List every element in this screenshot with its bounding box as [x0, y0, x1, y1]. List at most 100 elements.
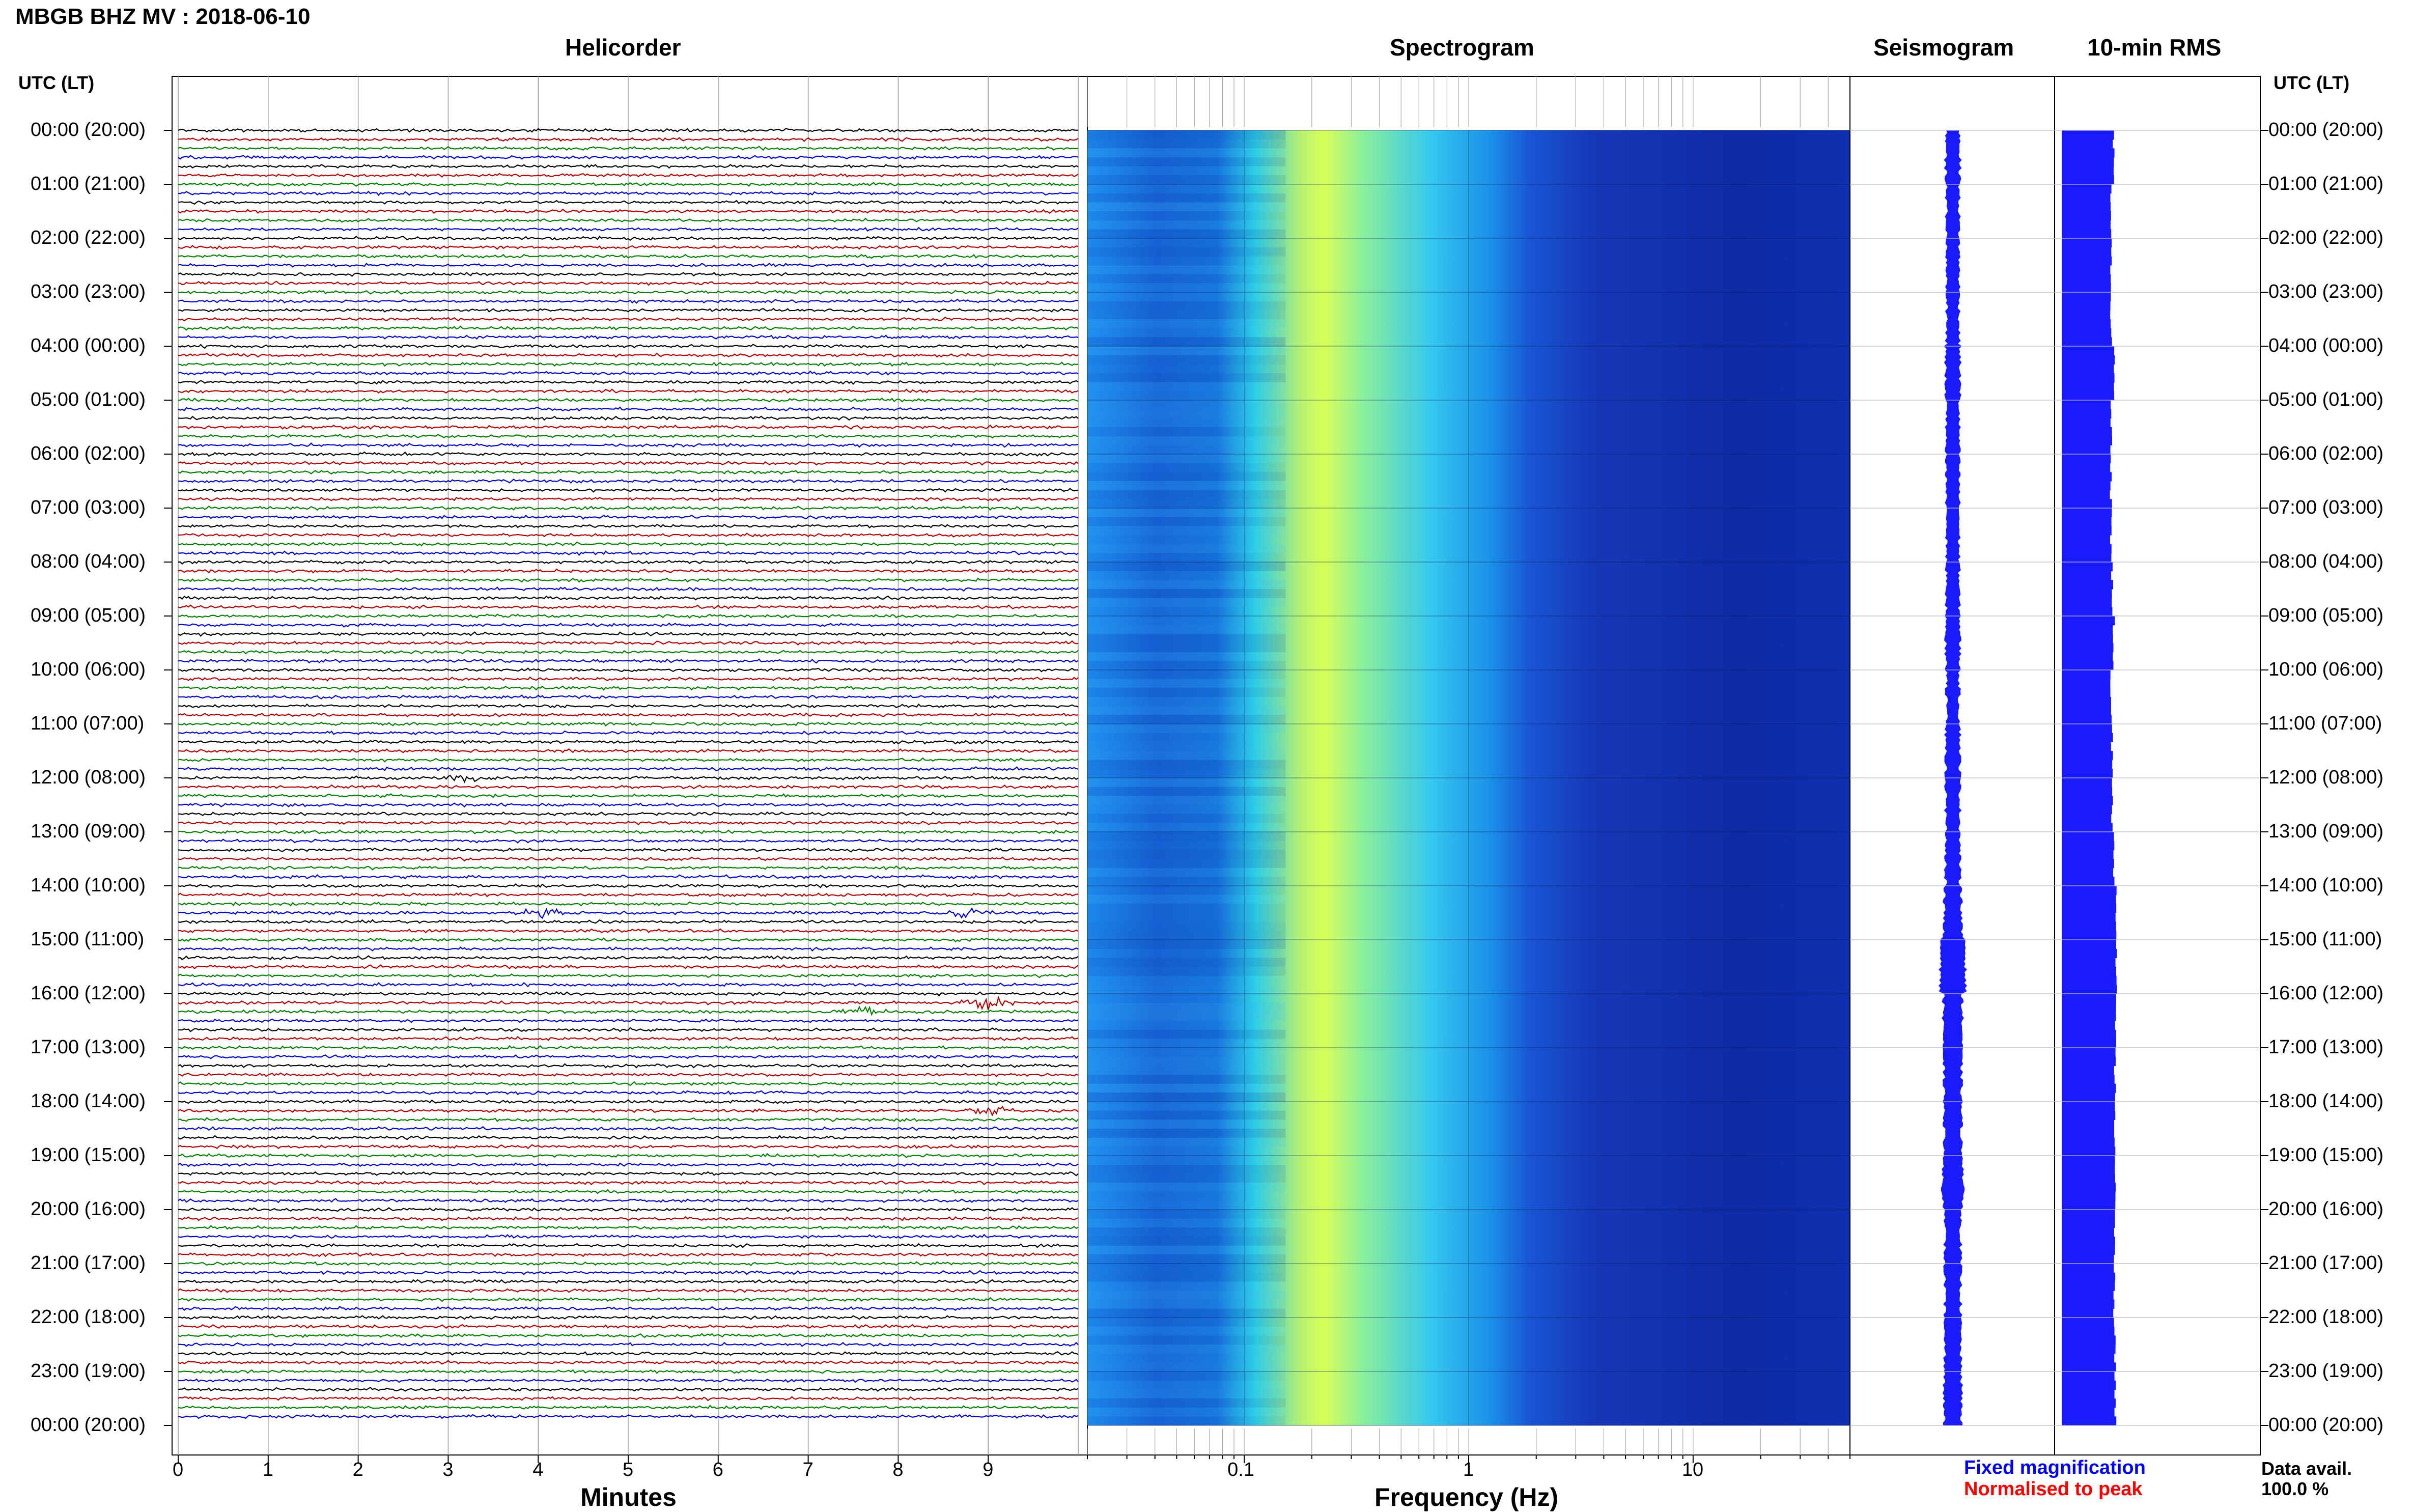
helicorder-trace — [178, 1387, 1079, 1392]
spectrogram-row — [1087, 1389, 1286, 1398]
rms-bar — [2062, 166, 2114, 176]
rms-bar — [2062, 994, 2116, 1003]
helicorder-trace — [178, 1198, 1079, 1203]
helicorder-trace — [178, 361, 1079, 367]
helicorder-trace — [178, 173, 1079, 178]
rms-bar — [2062, 535, 2111, 545]
spectrogram-row — [1087, 1039, 1286, 1048]
rms-bar — [2062, 301, 2111, 311]
rms-bar — [2062, 256, 2112, 266]
spectrogram-row — [1087, 1110, 1286, 1120]
spectrogram-row — [1087, 256, 1286, 265]
helicorder-trace — [178, 1333, 1079, 1338]
rms-bar — [2062, 436, 2112, 445]
time-label-left: 10:00 (06:00) — [31, 659, 146, 680]
spectrogram-row — [1087, 1183, 1286, 1192]
rms-bar — [2062, 769, 2113, 778]
rms-bar — [2062, 1102, 2115, 1111]
rms-bar — [2062, 1281, 2115, 1291]
rms-bar — [2062, 589, 2112, 599]
helicorder-xtick-label: 1 — [262, 1459, 273, 1480]
time-label-left: 06:00 (02:00) — [31, 443, 146, 464]
time-label-right: 03:00 (23:00) — [2268, 281, 2384, 302]
spectrogram-row — [1087, 994, 1286, 1003]
spectrogram-row — [1087, 1146, 1286, 1156]
time-label-right: 01:00 (21:00) — [2268, 173, 2384, 194]
rms-bar — [2062, 382, 2114, 391]
rms-bar — [2062, 733, 2113, 742]
time-label-left: 09:00 (05:00) — [31, 605, 146, 626]
spectrogram-row — [1087, 733, 1286, 742]
spectrogram-row — [1087, 975, 1286, 985]
helicorder-trace — [178, 847, 1079, 853]
helicorder-xtick-label: 6 — [712, 1459, 723, 1480]
helicorder-xtick-label: 5 — [623, 1459, 634, 1480]
rms-bar — [2062, 796, 2113, 805]
helicorder-trace — [178, 1189, 1079, 1194]
spectrogram-row — [1087, 1227, 1286, 1237]
spectrogram-row — [1087, 1371, 1286, 1381]
spectrogram-row — [1087, 886, 1286, 895]
rms-bar — [2062, 139, 2113, 149]
helicorder-trace — [178, 254, 1079, 259]
rms-bar — [2062, 265, 2111, 275]
helicorder-trace — [178, 982, 1079, 988]
spectrogram-row — [1087, 742, 1286, 751]
rms-bar — [2062, 553, 2112, 563]
spectrogram-row — [1087, 1299, 1286, 1309]
rms-bar — [2062, 1362, 2116, 1372]
helicorder-trace — [178, 433, 1079, 439]
rms-bar — [2062, 1345, 2116, 1354]
time-label-right: 00:00 (20:00) — [2268, 119, 2384, 141]
rms-bar — [2062, 292, 2111, 302]
rms-panel — [2054, 76, 2261, 1455]
spectrogram-row — [1087, 193, 1286, 203]
spectrogram-row — [1087, 355, 1286, 365]
time-label-left: 02:00 (22:00) — [31, 227, 146, 248]
spectrogram-row — [1087, 319, 1286, 328]
rms-bar — [2062, 1056, 2116, 1066]
rms-bar — [2062, 1012, 2116, 1021]
time-label-right: 00:00 (20:00) — [2268, 1414, 2384, 1436]
helicorder-trace — [178, 406, 1079, 412]
spectrogram-row — [1087, 1308, 1286, 1318]
time-label-left: 00:00 (20:00) — [31, 119, 146, 141]
spectrogram-row — [1087, 202, 1286, 211]
rms-bar — [2062, 787, 2113, 796]
helicorder-trace — [178, 748, 1079, 753]
rms-bar — [2062, 274, 2111, 284]
spectrogram-row — [1087, 229, 1286, 238]
rms-bar — [2062, 1335, 2116, 1345]
rms-bar — [2062, 921, 2116, 931]
spectrogram-row — [1087, 508, 1286, 517]
helicorder-trace — [178, 883, 1079, 888]
rms-bar — [2062, 427, 2112, 437]
rms-bar — [2062, 652, 2113, 661]
helicorder-trace — [178, 577, 1079, 583]
spectrogram-row — [1087, 679, 1286, 688]
spectrogram-row — [1087, 1245, 1286, 1255]
spectrogram-row — [1087, 1291, 1286, 1300]
spectrogram-row — [1087, 1218, 1286, 1228]
spectrogram-row — [1087, 292, 1286, 301]
helicorder-trace — [178, 1216, 1079, 1221]
spectrogram-row — [1087, 328, 1286, 338]
rms-bar — [2062, 319, 2111, 329]
helicorder-trace — [178, 774, 1079, 783]
spectrogram-row — [1087, 607, 1286, 616]
time-label-right: 02:00 (22:00) — [2268, 227, 2384, 248]
spectrogram-row — [1087, 274, 1286, 284]
helicorder-trace — [178, 1117, 1079, 1123]
spectrogram-row — [1087, 948, 1286, 958]
helicorder-xtick-label: 8 — [892, 1459, 904, 1480]
rms-bar — [2062, 337, 2112, 347]
spectrogram-row — [1087, 1416, 1286, 1425]
spectrogram-row — [1087, 391, 1286, 400]
time-label-left: 08:00 (04:00) — [31, 551, 146, 572]
rms-bar — [2062, 742, 2111, 751]
rms-bar — [2062, 948, 2117, 958]
time-label-right: 09:00 (05:00) — [2268, 605, 2384, 626]
spectrogram-row — [1087, 724, 1286, 733]
helicorder-trace — [178, 1063, 1079, 1069]
spectrogram-row — [1087, 211, 1286, 220]
